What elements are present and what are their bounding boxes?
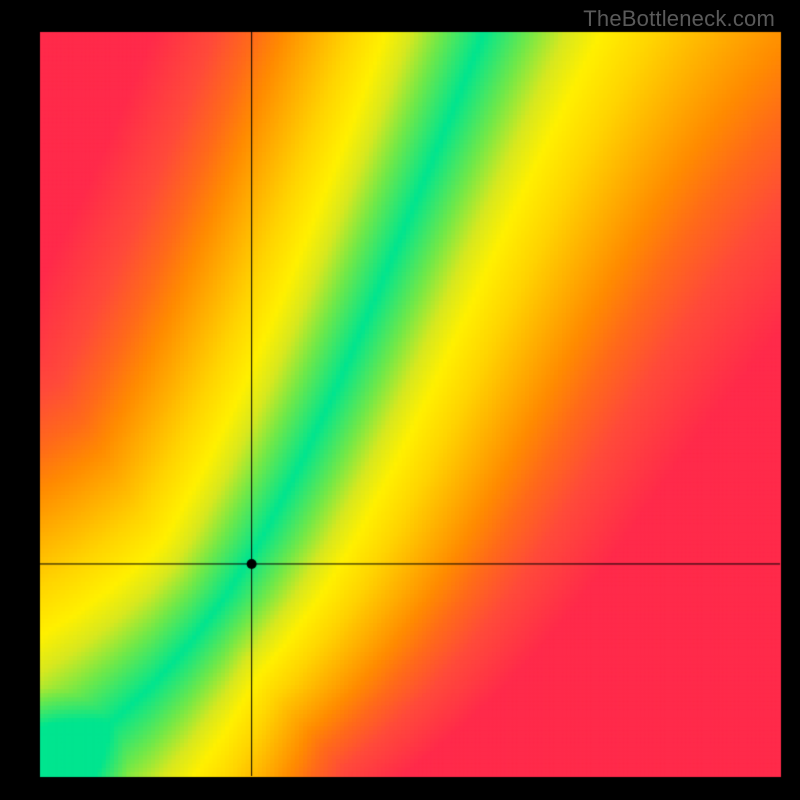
heatmap-canvas — [0, 0, 800, 800]
chart-container: TheBottleneck.com — [0, 0, 800, 800]
watermark-label: TheBottleneck.com — [583, 6, 775, 32]
